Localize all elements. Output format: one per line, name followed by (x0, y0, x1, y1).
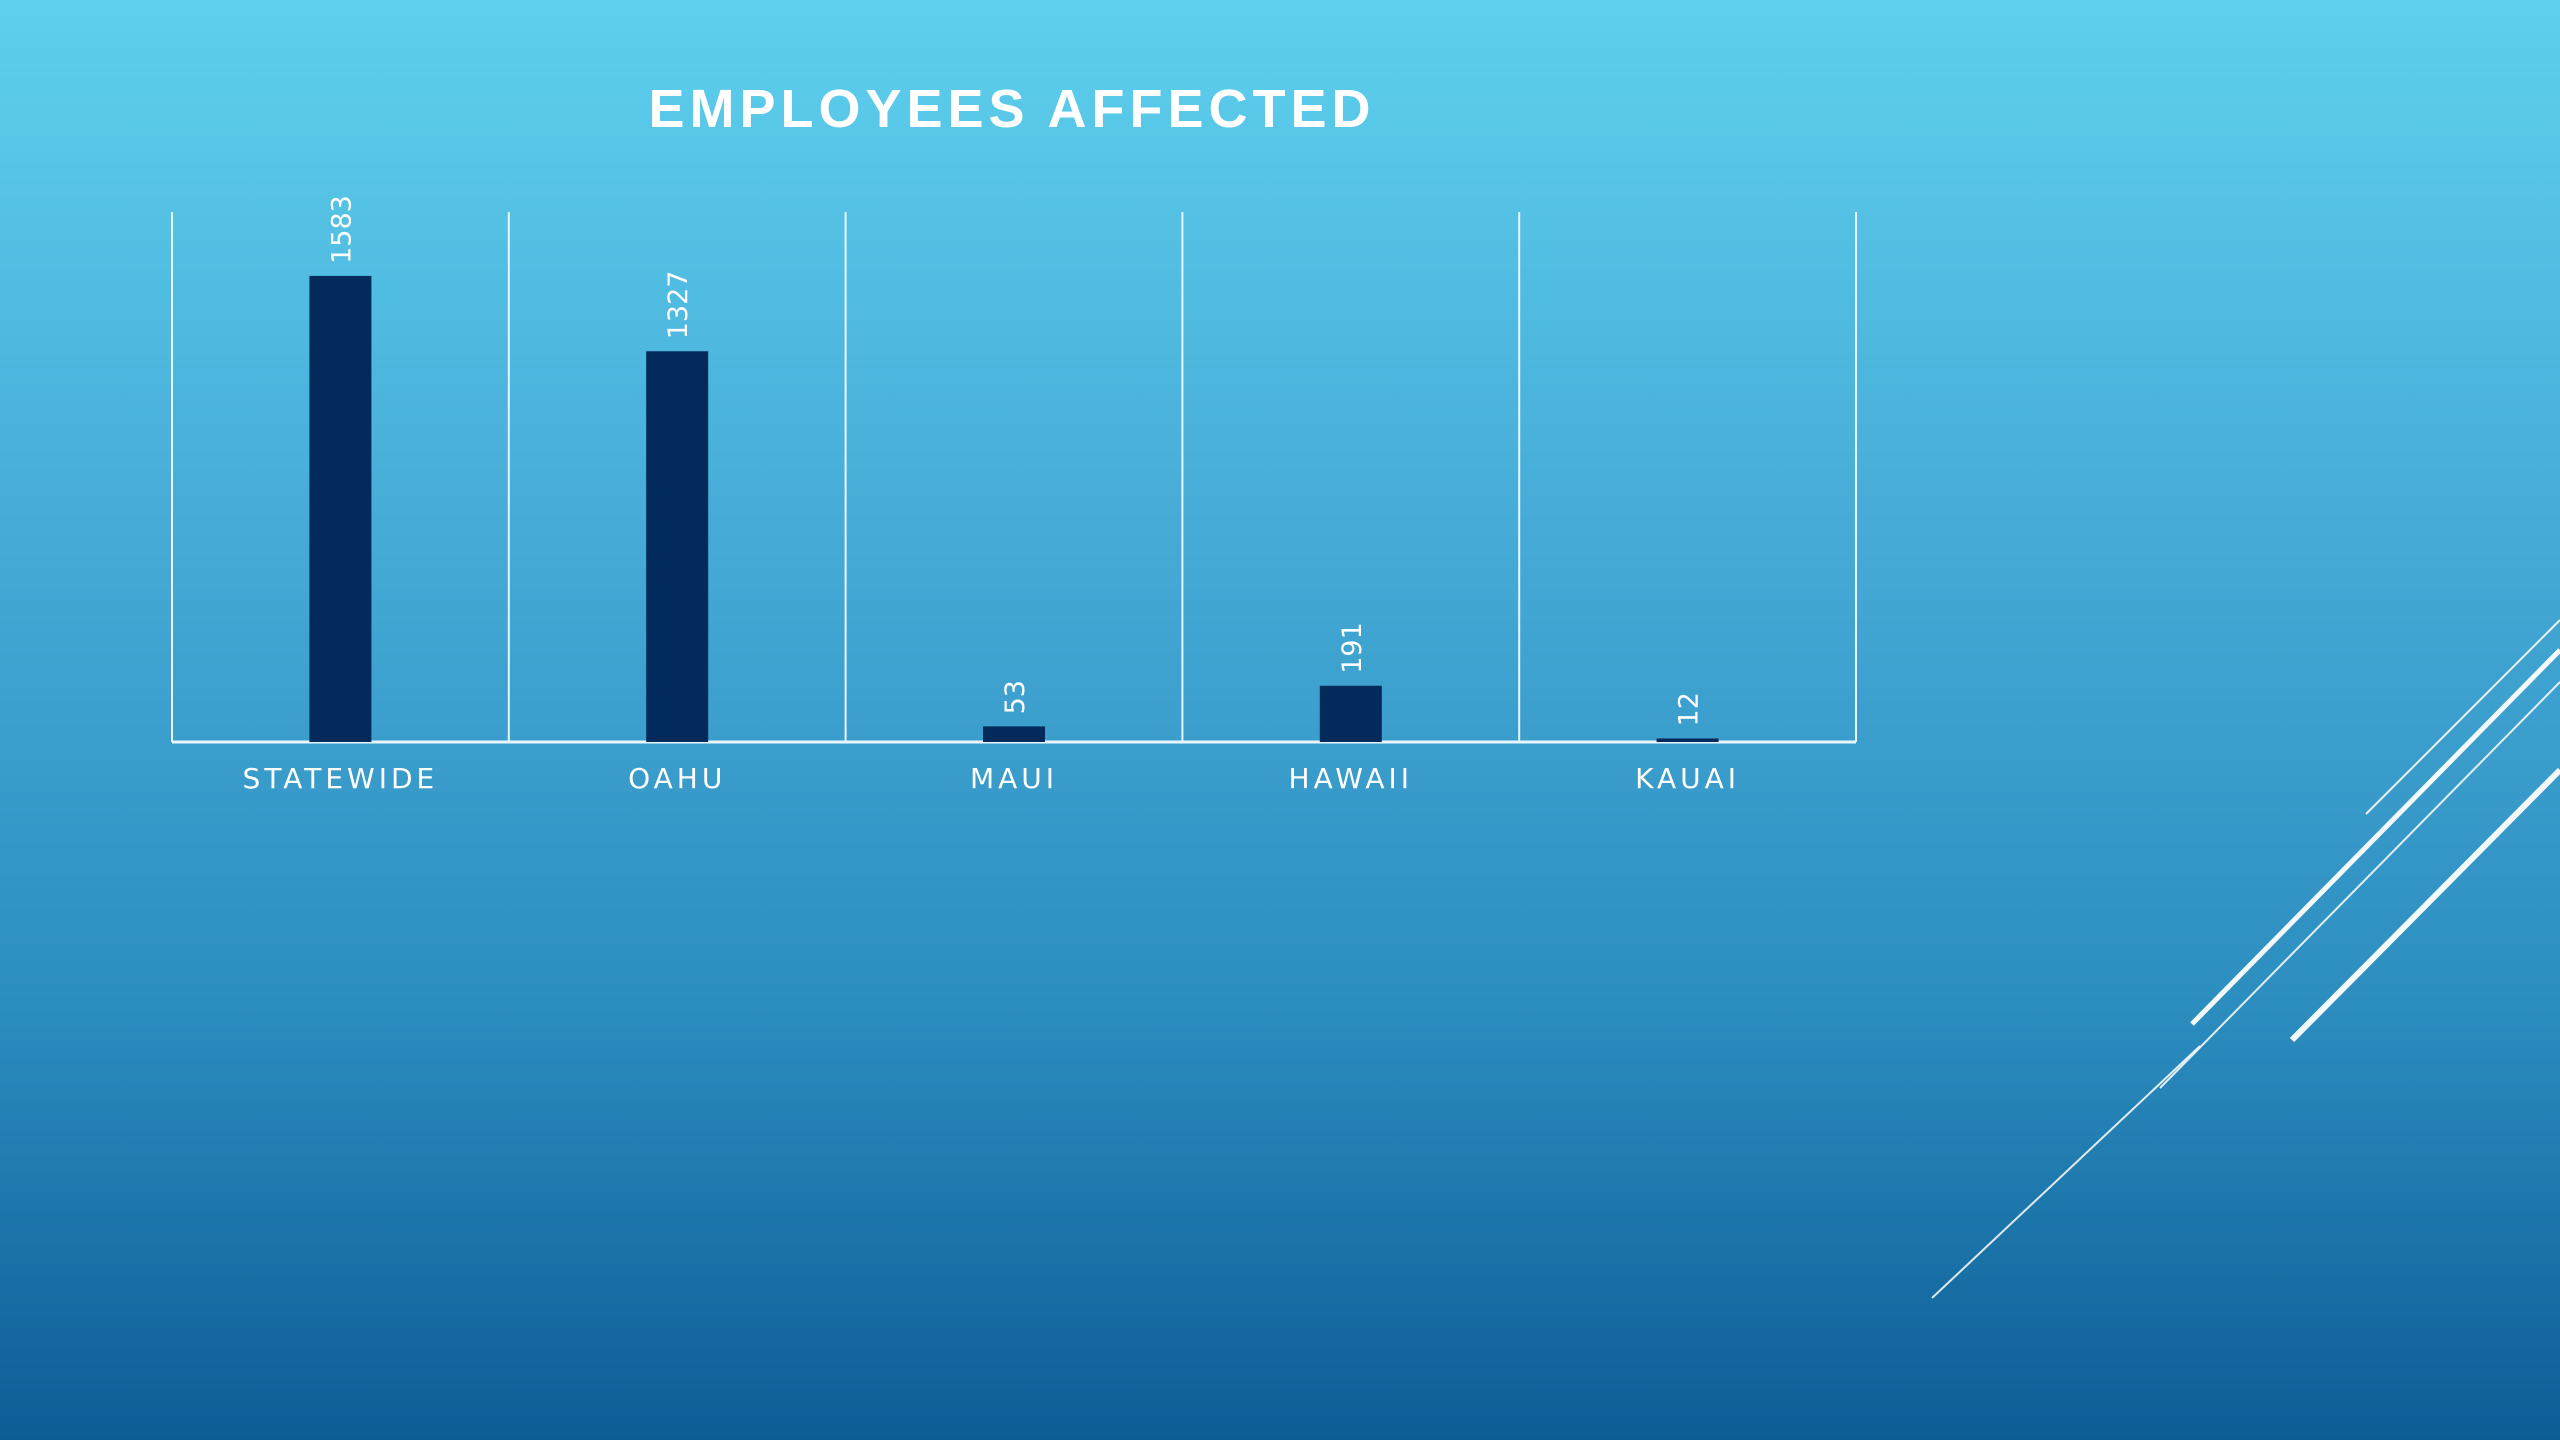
category-label-statewide: STATEWIDE (243, 762, 439, 795)
bar-kauai (1656, 738, 1719, 742)
chart-bars (309, 275, 1719, 742)
category-label-oahu: OAHU (628, 762, 726, 795)
data-label-maui: 53 (1000, 680, 1031, 714)
category-label-kauai: KAUAI (1635, 762, 1740, 795)
decor-line (2289, 767, 2560, 1043)
decor-line (2190, 648, 2560, 1026)
bar-oahu (646, 351, 709, 742)
category-label-hawaii: HAWAII (1289, 762, 1414, 795)
data-label-statewide: 1583 (326, 195, 357, 264)
chart-data-labels: 1583 1327 53 191 12 (326, 195, 1704, 726)
chart-title: EMPLOYEES AFFECTED (648, 79, 1376, 139)
category-label-maui: MAUI (970, 762, 1058, 795)
decor-line (1931, 1045, 2201, 1299)
data-label-kauai: 12 (1674, 692, 1705, 726)
data-label-oahu: 1327 (663, 271, 694, 340)
chart-category-labels: STATEWIDE OAHU MAUI HAWAII KAUAI (243, 762, 1740, 795)
data-label-hawaii: 191 (1337, 622, 1368, 674)
bar-maui (983, 726, 1045, 742)
bar-hawaii (1319, 685, 1382, 742)
decor-line (2365, 619, 2560, 815)
decor-line (2159, 681, 2560, 1089)
bar-statewide (309, 275, 372, 742)
